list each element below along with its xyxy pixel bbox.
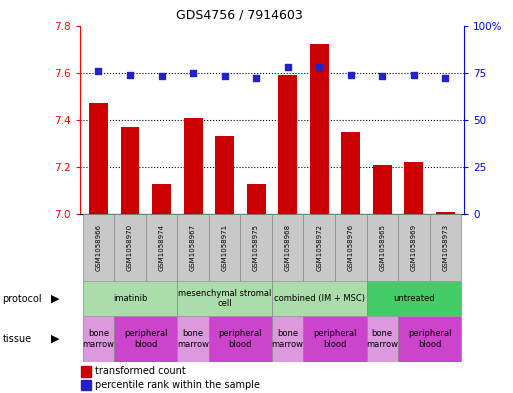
Bar xyxy=(335,214,366,281)
Bar xyxy=(303,316,366,362)
Bar xyxy=(241,214,272,281)
Bar xyxy=(398,316,461,362)
Text: peripheral
blood: peripheral blood xyxy=(313,329,357,349)
Text: transformed count: transformed count xyxy=(95,367,186,376)
Bar xyxy=(83,316,114,362)
Bar xyxy=(272,214,303,281)
Bar xyxy=(366,281,461,316)
Text: GDS4756 / 7914603: GDS4756 / 7914603 xyxy=(175,9,303,22)
Bar xyxy=(366,316,398,362)
Text: GSM1058966: GSM1058966 xyxy=(95,224,102,271)
Bar xyxy=(177,316,209,362)
Bar xyxy=(278,75,297,214)
Point xyxy=(126,72,134,78)
Text: GSM1058972: GSM1058972 xyxy=(316,224,322,271)
Text: bone
marrow: bone marrow xyxy=(83,329,114,349)
Bar xyxy=(114,316,177,362)
Bar xyxy=(82,366,91,377)
Bar xyxy=(177,214,209,281)
Point xyxy=(94,68,103,74)
Text: GSM1058968: GSM1058968 xyxy=(285,224,291,271)
Bar xyxy=(247,184,266,214)
Text: percentile rank within the sample: percentile rank within the sample xyxy=(95,380,260,390)
Text: GSM1058973: GSM1058973 xyxy=(442,224,448,271)
Bar xyxy=(215,136,234,214)
Bar xyxy=(272,316,303,362)
Text: ▶: ▶ xyxy=(51,294,60,304)
Text: GSM1058974: GSM1058974 xyxy=(159,224,165,271)
Text: bone
marrow: bone marrow xyxy=(272,329,304,349)
Bar xyxy=(83,281,177,316)
Text: mesenchymal stromal
cell: mesenchymal stromal cell xyxy=(178,289,271,309)
Bar xyxy=(398,214,429,281)
Bar xyxy=(89,103,108,214)
Text: bone
marrow: bone marrow xyxy=(177,329,209,349)
Text: GSM1058969: GSM1058969 xyxy=(411,224,417,271)
Text: peripheral
blood: peripheral blood xyxy=(219,329,262,349)
Bar xyxy=(366,214,398,281)
Text: GSM1058975: GSM1058975 xyxy=(253,224,259,271)
Bar xyxy=(82,380,91,390)
Point xyxy=(284,64,292,70)
Bar xyxy=(303,214,335,281)
Point xyxy=(252,75,260,81)
Bar xyxy=(146,214,177,281)
Text: tissue: tissue xyxy=(3,334,32,344)
Text: GSM1058967: GSM1058967 xyxy=(190,224,196,271)
Bar xyxy=(177,281,272,316)
Bar xyxy=(310,44,329,214)
Text: protocol: protocol xyxy=(3,294,42,304)
Text: GSM1058970: GSM1058970 xyxy=(127,224,133,271)
Bar xyxy=(184,118,203,214)
Point xyxy=(410,72,418,78)
Text: imatinib: imatinib xyxy=(113,294,147,303)
Point xyxy=(441,75,449,81)
Point xyxy=(347,72,355,78)
Bar xyxy=(83,214,114,281)
Bar xyxy=(404,162,423,214)
Point xyxy=(315,64,323,70)
Text: GSM1058976: GSM1058976 xyxy=(348,224,354,271)
Text: peripheral
blood: peripheral blood xyxy=(124,329,167,349)
Bar xyxy=(272,281,366,316)
Bar xyxy=(209,316,272,362)
Bar xyxy=(152,184,171,214)
Point xyxy=(221,73,229,80)
Bar xyxy=(429,214,461,281)
Text: GSM1058971: GSM1058971 xyxy=(222,224,228,271)
Bar xyxy=(341,132,360,214)
Point xyxy=(189,70,197,76)
Bar xyxy=(121,127,140,214)
Text: bone
marrow: bone marrow xyxy=(366,329,398,349)
Text: peripheral
blood: peripheral blood xyxy=(408,329,451,349)
Text: combined (IM + MSC): combined (IM + MSC) xyxy=(274,294,365,303)
Point xyxy=(157,73,166,80)
Bar xyxy=(436,212,455,214)
Text: GSM1058965: GSM1058965 xyxy=(379,224,385,271)
Text: untreated: untreated xyxy=(393,294,435,303)
Point xyxy=(378,73,386,80)
Bar xyxy=(209,214,241,281)
Text: ▶: ▶ xyxy=(51,334,60,344)
Bar xyxy=(373,165,392,214)
Bar xyxy=(114,214,146,281)
